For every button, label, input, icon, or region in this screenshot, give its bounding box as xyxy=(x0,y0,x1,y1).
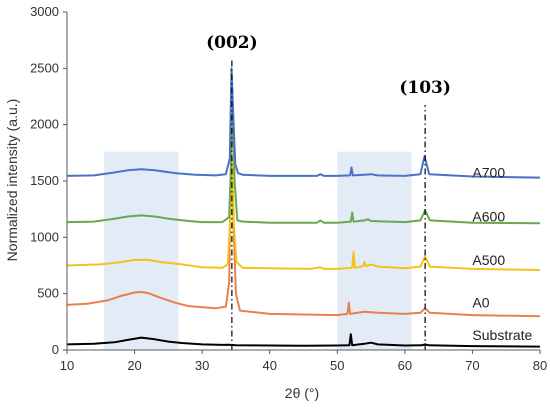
series-line-a500 xyxy=(66,157,541,271)
x-tick-label: 60 xyxy=(398,358,412,373)
series-lines xyxy=(66,67,541,348)
shaded-regions xyxy=(104,151,412,350)
y-tick-label: 500 xyxy=(37,286,59,301)
peak-label-002: (002) xyxy=(206,33,258,53)
y-tick-label: 0 xyxy=(52,342,59,357)
x-axis-title: 2θ (°) xyxy=(285,385,319,401)
shaded-region-1 xyxy=(104,151,179,350)
reference-lines: (002) (103) xyxy=(206,33,451,350)
series-labels: Substrate A0 A500 A600 A700 xyxy=(472,165,532,343)
peak-label-103: (103) xyxy=(399,78,451,98)
shaded-region-2 xyxy=(337,151,412,350)
x-tick-label: 30 xyxy=(195,358,209,373)
x-tick-label: 80 xyxy=(533,358,547,373)
series-label-substrate: Substrate xyxy=(472,327,532,343)
x-tick-label: 70 xyxy=(465,358,479,373)
x-tick-label: 50 xyxy=(330,358,344,373)
y-tick-label: 3000 xyxy=(30,4,59,19)
series-line-a600 xyxy=(66,106,541,225)
series-line-a700 xyxy=(66,67,541,179)
x-tick-label: 40 xyxy=(262,358,276,373)
y-tick-label: 2500 xyxy=(30,60,59,75)
x-tick-label: 10 xyxy=(60,358,74,373)
series-label-a500: A500 xyxy=(472,252,505,268)
series-line-a0 xyxy=(66,140,541,318)
y-tick-label: 1000 xyxy=(30,229,59,244)
series-label-a0: A0 xyxy=(472,295,489,311)
y-tick-label: 2000 xyxy=(30,117,59,132)
series-label-a600: A600 xyxy=(472,208,505,224)
y-axis-title: Normalized intensity (a.u.) xyxy=(4,99,20,262)
series-label-a700: A700 xyxy=(472,165,505,181)
series-line-substrate xyxy=(66,333,541,348)
y-tick-label: 1500 xyxy=(30,173,59,188)
axes: 0 500 1000 1500 2000 2500 3000 10 20 30 40 50 60 70 80 xyxy=(30,4,547,373)
x-tick-label: 20 xyxy=(127,358,141,373)
